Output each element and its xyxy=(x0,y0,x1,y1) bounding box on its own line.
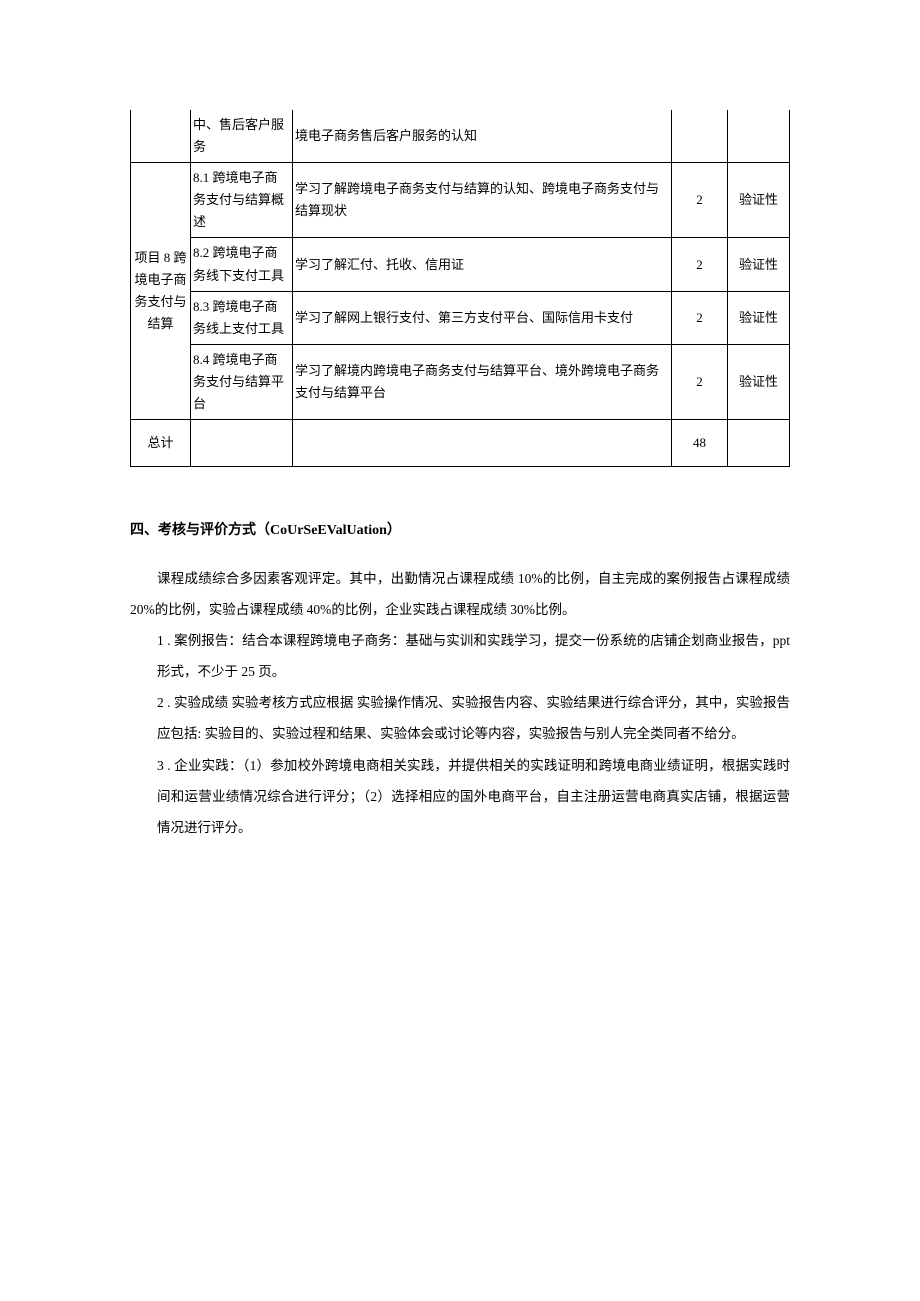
cell-desc: 学习了解网上银行支付、第三方支付平台、国际信用卡支付 xyxy=(293,291,672,344)
table-row: 中、售后客户服务 境电子商务售后客户服务的认知 xyxy=(131,110,790,163)
cell-section: 8.3 跨境电子商务线上支付工具 xyxy=(191,291,293,344)
cell-section: 8.1 跨境电子商务支付与结算概述 xyxy=(191,163,293,238)
cell-desc: 学习了解境内跨境电子商务支付与结算平台、境外跨境电子商务支付与结算平台 xyxy=(293,344,672,419)
table-row: 8.3 跨境电子商务线上支付工具 学习了解网上银行支付、第三方支付平台、国际信用… xyxy=(131,291,790,344)
section-4-title: 四、考核与评价方式（CoUrSeEValUation） xyxy=(130,517,790,545)
cell-desc: 境电子商务售后客户服务的认知 xyxy=(293,110,672,163)
cell-project: 项目 8 跨境电子商务支付与结算 xyxy=(131,163,191,420)
cell-desc: 学习了解汇付、托收、信用证 xyxy=(293,238,672,291)
cell-hours: 48 xyxy=(672,420,728,467)
table-row: 项目 8 跨境电子商务支付与结算 8.1 跨境电子商务支付与结算概述 学习了解跨… xyxy=(131,163,790,238)
cell-hours: 2 xyxy=(672,163,728,238)
cell-section: 8.2 跨境电子商务线下支付工具 xyxy=(191,238,293,291)
section-4: 四、考核与评价方式（CoUrSeEValUation） 课程成绩综合多因素客观评… xyxy=(130,517,790,842)
section-4-p1: 课程成绩综合多因素客观评定。其中，出勤情况占课程成绩 10%的比例，自主完成的案… xyxy=(130,563,790,625)
cell-project xyxy=(131,110,191,163)
cell-type: 验证性 xyxy=(728,291,790,344)
cell-type: 验证性 xyxy=(728,163,790,238)
section-4-p2: 1 . 案例报告：结合本课程跨境电子商务：基础与实训和实践学习，提交一份系统的店… xyxy=(130,625,790,687)
cell-section: 中、售后客户服务 xyxy=(191,110,293,163)
table-row-total: 总计 48 xyxy=(131,420,790,467)
cell-hours: 2 xyxy=(672,291,728,344)
cell-hours xyxy=(672,110,728,163)
cell-type xyxy=(728,420,790,467)
cell-type: 验证性 xyxy=(728,344,790,419)
cell-total-label: 总计 xyxy=(131,420,191,467)
cell-section xyxy=(191,420,293,467)
cell-hours: 2 xyxy=(672,238,728,291)
section-4-p4: 3 . 企业实践：（1）参加校外跨境电商相关实践，并提供相关的实践证明和跨境电商… xyxy=(130,750,790,843)
cell-type: 验证性 xyxy=(728,238,790,291)
cell-type xyxy=(728,110,790,163)
table-row: 8.2 跨境电子商务线下支付工具 学习了解汇付、托收、信用证 2 验证性 xyxy=(131,238,790,291)
cell-section: 8.4 跨境电子商务支付与结算平台 xyxy=(191,344,293,419)
section-4-p3: 2 . 实验成绩 实验考核方式应根据 实验操作情况、实验报告内容、实验结果进行综… xyxy=(130,687,790,749)
cell-desc: 学习了解跨境电子商务支付与结算的认知、跨境电子商务支付与结算现状 xyxy=(293,163,672,238)
cell-hours: 2 xyxy=(672,344,728,419)
course-table: 中、售后客户服务 境电子商务售后客户服务的认知 项目 8 跨境电子商务支付与结算… xyxy=(130,110,790,467)
cell-desc xyxy=(293,420,672,467)
table-row: 8.4 跨境电子商务支付与结算平台 学习了解境内跨境电子商务支付与结算平台、境外… xyxy=(131,344,790,419)
